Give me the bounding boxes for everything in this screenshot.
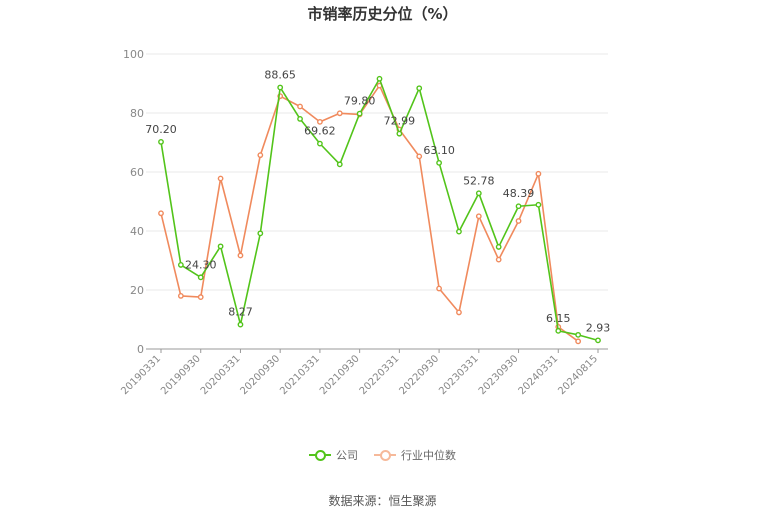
data-label: 63.10: [423, 144, 455, 157]
data-point-industry: [535, 170, 542, 177]
x-tick-label: 20220930: [397, 353, 441, 397]
data-point-industry: [436, 285, 442, 292]
x-tick-label: 20210930: [318, 353, 362, 397]
data-point-industry: [575, 338, 582, 345]
data-point-company: [535, 201, 542, 208]
data-point-company: [396, 130, 403, 137]
legend-item-industry[interactable]: 行业中位数: [374, 447, 456, 463]
data-source: 数据来源：恒生聚源: [328, 494, 437, 508]
data-label: 88.65: [264, 68, 296, 81]
data-label: 72.99: [384, 115, 416, 128]
data-point-industry: [515, 218, 522, 224]
data-label: 70.20: [145, 123, 177, 136]
y-tick-label: 0: [137, 343, 144, 356]
data-point-company: [356, 110, 363, 117]
x-tick-label: 20190930: [159, 353, 203, 397]
data-label: 69.62: [304, 125, 336, 138]
y-tick-label: 80: [130, 107, 144, 120]
data-point-company: [257, 230, 264, 237]
data-point-industry: [158, 210, 164, 217]
legend-industry-swatch: [374, 449, 396, 461]
data-point-company: [237, 321, 244, 328]
data-point-company: [595, 337, 601, 344]
data-label: 2.93: [586, 321, 611, 334]
data-point-industry: [475, 213, 482, 220]
x-tick-label: 20230930: [477, 353, 521, 397]
x-tick-label: 20240331: [517, 353, 561, 397]
data-label: 52.78: [463, 174, 495, 187]
x-tick-label: 20220331: [358, 353, 402, 397]
y-tick-label: 100: [123, 48, 144, 61]
x-tick-label: 20200331: [199, 353, 243, 397]
series-line-company: [160, 77, 599, 342]
data-point-industry: [217, 175, 224, 182]
legend-company-swatch: [309, 449, 331, 461]
data-point-company: [456, 228, 462, 235]
series-line-industry: [160, 84, 579, 342]
data-point-company: [475, 190, 482, 197]
data-point-company: [515, 203, 522, 210]
chart-legend: 公司 行业中位数: [0, 447, 765, 463]
data-point-company: [277, 84, 284, 91]
x-tick-label: 20230331: [437, 353, 481, 397]
line-chart: 0 20 40 60 80 100 2019033120190930202003312020…: [119, 48, 611, 397]
data-point-industry: [336, 110, 343, 117]
data-point-industry: [416, 153, 423, 160]
data-point-company: [416, 85, 423, 92]
legend-company-label: 公司: [336, 449, 358, 462]
data-point-industry: [177, 292, 184, 299]
data-point-industry: [237, 252, 244, 259]
x-tick-label: 20190331: [119, 353, 163, 397]
data-point-industry: [257, 152, 264, 159]
data-point-company: [575, 331, 582, 338]
data-label: 48.39: [503, 187, 535, 200]
data-point-company: [197, 274, 204, 281]
y-tick-label: 20: [130, 284, 144, 297]
x-tick-label: 20200930: [239, 353, 283, 397]
data-point-company: [436, 159, 442, 166]
chart-title: 市销率历史分位（%）: [307, 5, 458, 23]
data-point-company: [317, 140, 323, 147]
data-point-company: [555, 327, 562, 334]
data-label: 6.15: [546, 312, 571, 325]
y-tick-label: 60: [130, 166, 144, 179]
data-point-company: [495, 244, 502, 250]
x-tick-label: 20210331: [278, 353, 322, 397]
data-label: 8.27: [228, 306, 253, 319]
data-point-industry: [297, 103, 303, 110]
data-point-company: [217, 243, 224, 250]
y-tick-label: 40: [130, 225, 144, 238]
data-label: 79.80: [344, 95, 376, 108]
data-point-company: [158, 139, 164, 145]
data-label: 24.30: [185, 258, 217, 271]
data-point-company: [376, 75, 383, 82]
data-point-company: [177, 262, 184, 268]
data-point-industry: [197, 294, 204, 300]
legend-industry-label: 行业中位数: [401, 449, 456, 462]
legend-item-company[interactable]: 公司: [309, 447, 358, 463]
data-point-company: [297, 116, 303, 122]
data-point-company: [336, 161, 343, 168]
data-point-industry: [495, 256, 502, 263]
data-point-industry: [456, 309, 462, 316]
x-tick-label: 20240815: [556, 353, 600, 397]
data-point-industry: [317, 118, 323, 125]
